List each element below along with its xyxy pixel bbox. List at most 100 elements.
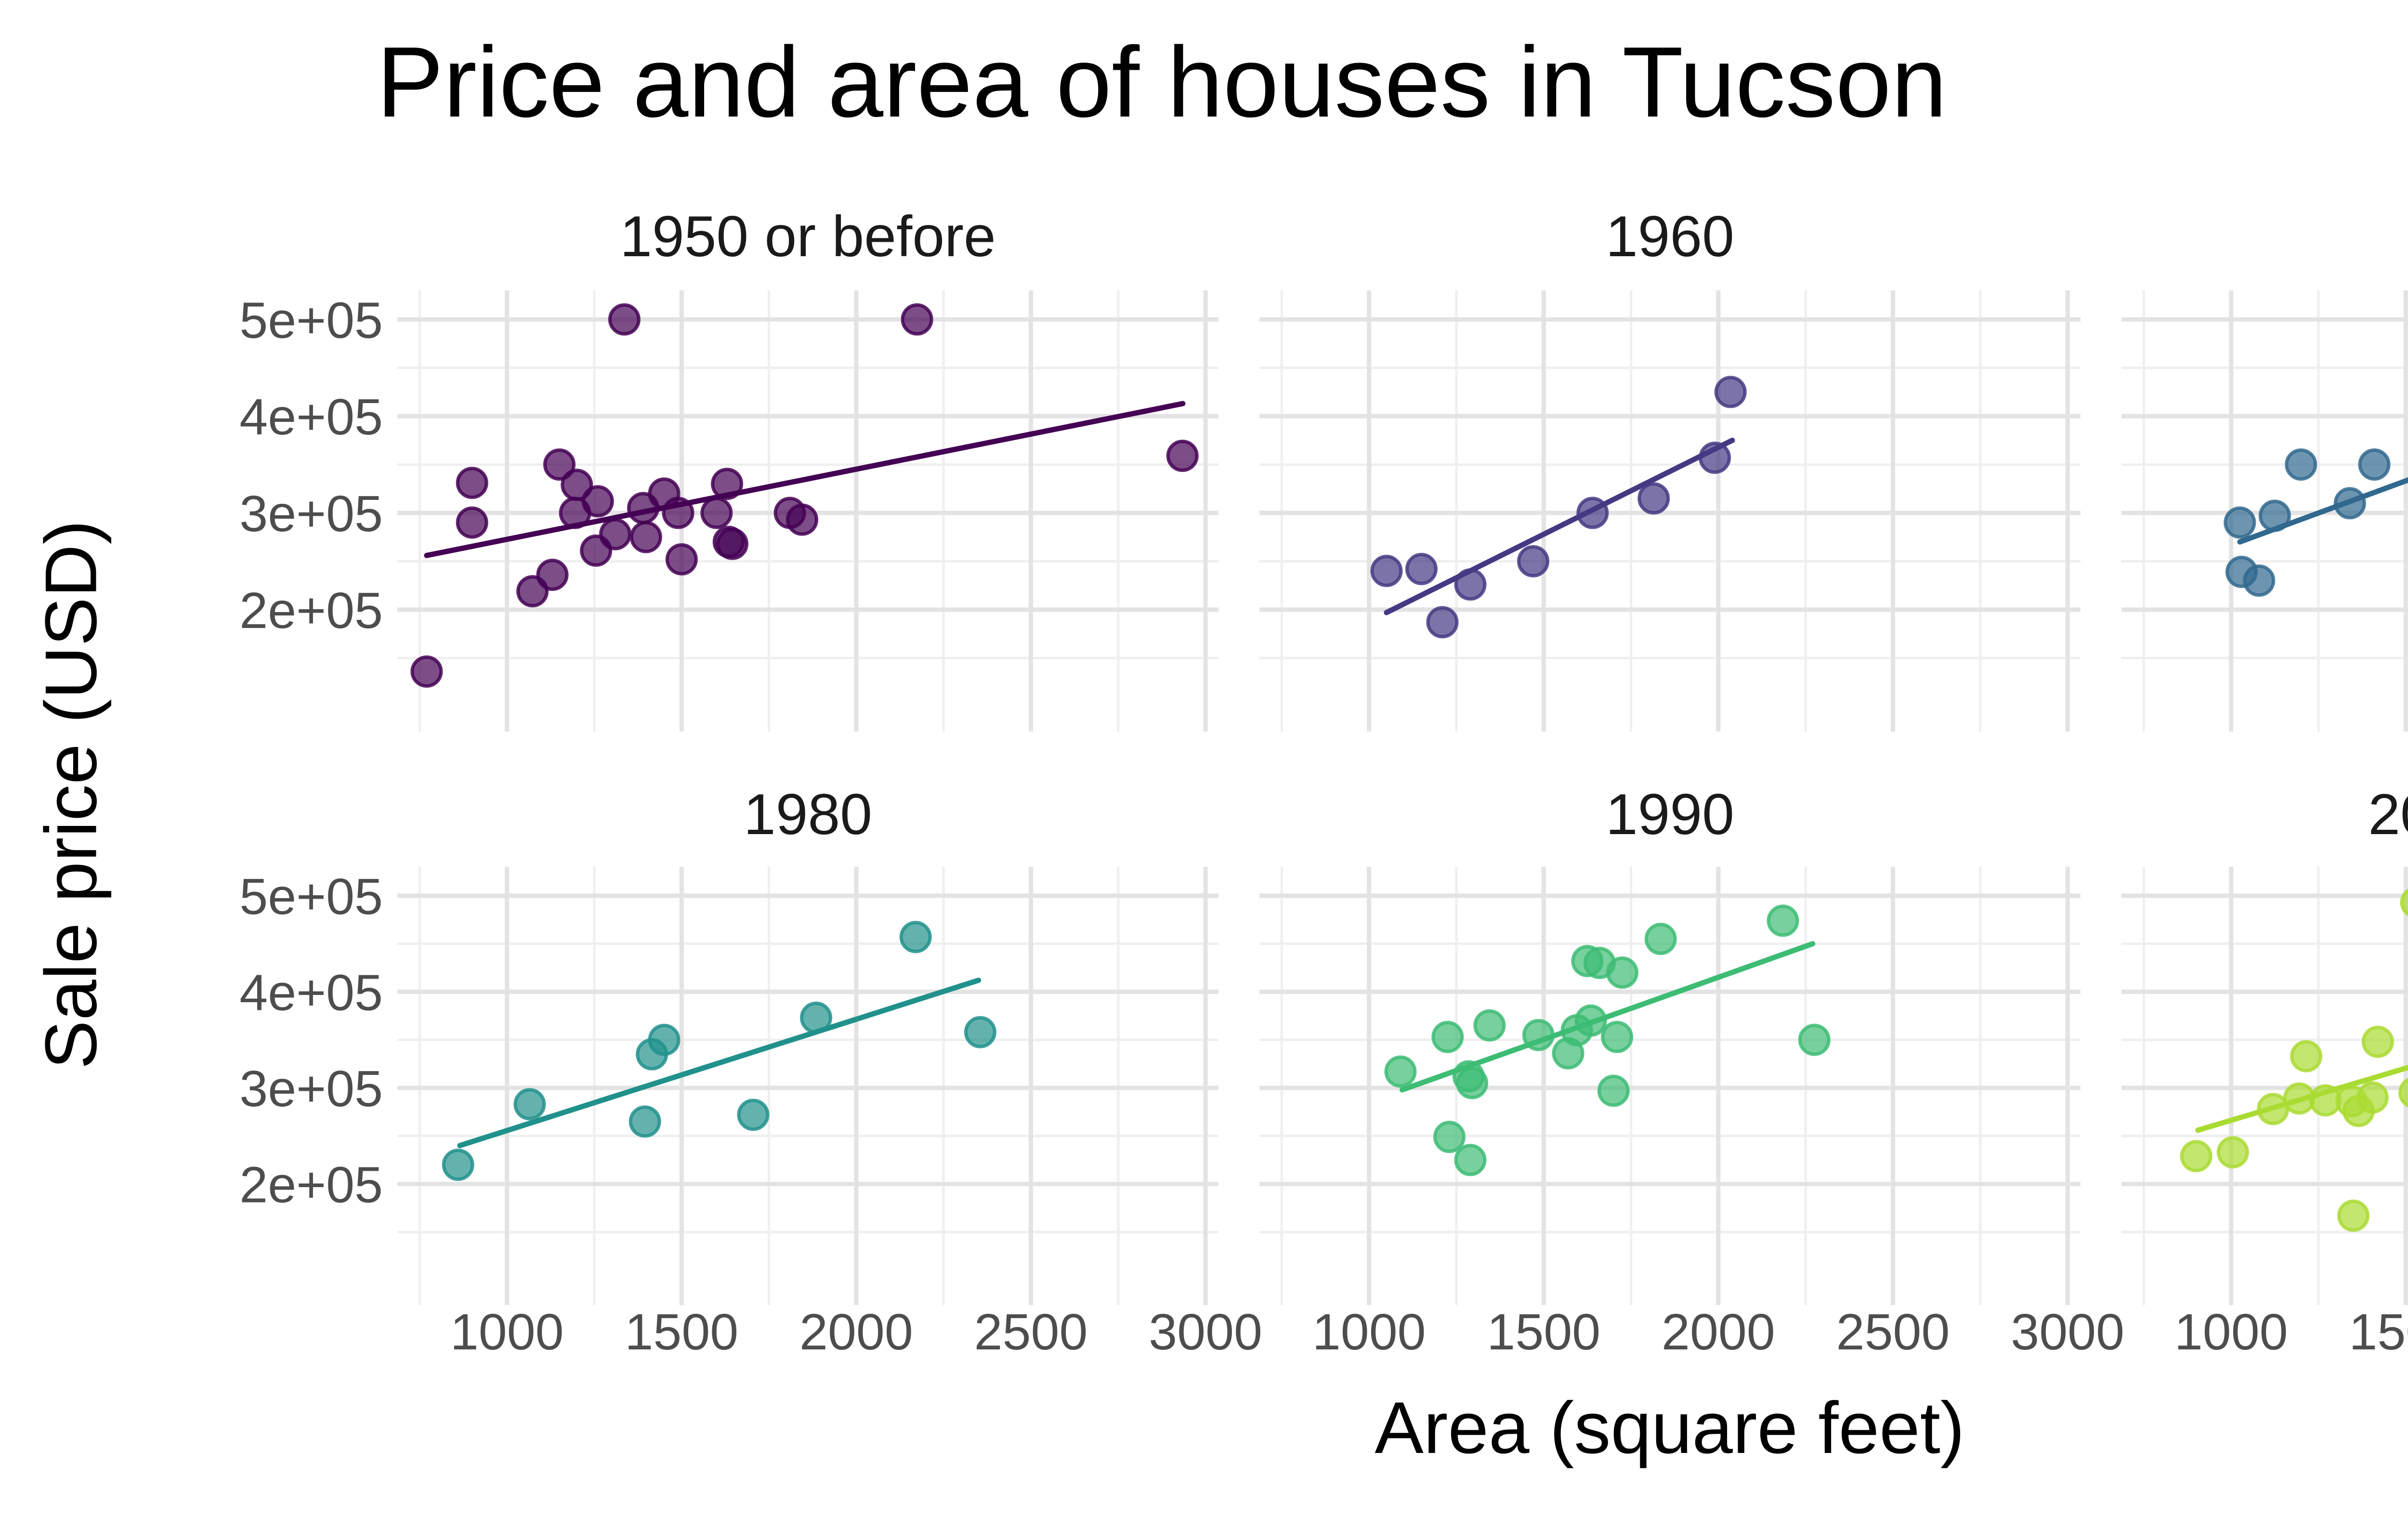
trend-line	[424, 401, 1186, 558]
data-point	[2216, 1136, 2249, 1169]
data-point	[2258, 499, 2291, 532]
data-point	[516, 575, 549, 608]
data-point	[1767, 904, 1799, 937]
data-point	[1637, 482, 1670, 515]
trend-line	[457, 977, 982, 1149]
data-point	[456, 467, 488, 499]
facet-panel: 1990	[1259, 782, 2081, 1305]
data-point	[2290, 1040, 2323, 1072]
data-point	[901, 303, 933, 336]
y-tick-label: 3e+05	[239, 485, 383, 542]
y-tick-label: 2e+05	[239, 582, 383, 639]
data-point	[711, 468, 744, 500]
x-tick-label: 2000	[799, 1304, 913, 1360]
data-point	[1714, 376, 1747, 408]
data-point	[2285, 448, 2317, 481]
data-point	[1699, 442, 1731, 474]
data-point	[628, 1105, 661, 1138]
data-point	[1601, 1020, 1634, 1053]
page-title: Price and area of houses in Tucson	[377, 26, 1947, 138]
facet-panel: 1960	[1259, 204, 2081, 732]
data-point	[543, 448, 576, 481]
facet-strip-label: 1950 or before	[620, 204, 996, 269]
data-point	[1522, 1019, 1555, 1051]
data-point	[2361, 1025, 2394, 1058]
data-point	[1405, 553, 1438, 586]
data-point	[608, 303, 641, 336]
facet-panel: 1950 or before	[397, 204, 1218, 732]
facet-strip-label: 2000 or after	[2368, 782, 2408, 847]
data-point	[2224, 506, 2256, 539]
x-tick-label: 1000	[450, 1304, 564, 1360]
data-point	[513, 1088, 546, 1121]
data-point	[2180, 1140, 2212, 1173]
x-tick-label: 1500	[2349, 1304, 2408, 1360]
data-point	[1454, 1144, 1487, 1177]
data-point	[662, 497, 694, 529]
y-axis-title: Sale price (USD)	[30, 520, 112, 1070]
data-point	[1576, 497, 1609, 529]
data-point	[456, 506, 488, 539]
data-point	[1431, 1020, 1464, 1053]
data-point	[1384, 1055, 1417, 1088]
data-point	[581, 485, 614, 518]
data-point	[700, 497, 733, 529]
facet-strip-label: 1990	[1606, 782, 1734, 847]
x-tick-label: 3000	[2011, 1304, 2124, 1360]
data-point	[1454, 568, 1487, 601]
data-point	[1473, 1009, 1506, 1042]
y-tick-label: 3e+05	[239, 1060, 383, 1117]
data-point	[2337, 1199, 2370, 1232]
data-point	[580, 534, 613, 567]
x-tick-label: 3000	[1149, 1304, 1262, 1360]
x-axis-title: Area (square feet)	[1374, 1387, 1965, 1469]
data-point	[1606, 956, 1639, 989]
x-tick-label: 1000	[1312, 1304, 1426, 1360]
data-point	[442, 1149, 474, 1181]
data-point	[1370, 555, 1403, 588]
data-point	[665, 543, 698, 575]
y-tick-label: 5e+05	[239, 292, 383, 349]
data-point	[1597, 1074, 1630, 1107]
data-point	[1644, 923, 1677, 955]
data-point	[2283, 1082, 2316, 1115]
y-tick-label: 2e+05	[239, 1157, 383, 1214]
data-point	[2243, 564, 2276, 597]
data-point	[1798, 1023, 1831, 1056]
x-tick-label: 1500	[1487, 1304, 1600, 1360]
data-point	[2333, 487, 2366, 520]
y-tick-label: 4e+05	[239, 389, 383, 445]
x-tick-label: 2500	[974, 1304, 1088, 1360]
data-point	[1456, 1067, 1489, 1099]
trend-line	[1384, 437, 1735, 615]
y-tick-label: 5e+05	[239, 868, 383, 925]
trend-line	[2237, 477, 2408, 545]
data-point	[899, 921, 932, 954]
data-point	[1574, 1004, 1607, 1037]
data-point	[1433, 1121, 1466, 1153]
data-point	[2356, 1081, 2389, 1114]
data-point	[2400, 889, 2408, 916]
data-point	[716, 527, 748, 560]
data-point	[800, 1001, 833, 1034]
x-tick-label: 2000	[1662, 1304, 1775, 1360]
y-tick-label: 4e+05	[239, 964, 383, 1021]
data-point	[786, 503, 819, 536]
facet-panel: 1980	[397, 782, 1218, 1305]
x-tick-label: 1500	[625, 1304, 738, 1360]
data-point	[410, 655, 443, 688]
facet-panel: 1970	[2121, 290, 2408, 732]
x-tick-label: 2500	[1836, 1304, 1950, 1360]
data-point	[629, 521, 662, 553]
facet-strip-label: 1980	[744, 782, 872, 847]
data-point	[1517, 545, 1550, 577]
facet-panel: 2000 or after	[2121, 782, 2408, 1305]
data-point	[737, 1099, 770, 1131]
x-tick-label: 1000	[2174, 1304, 2288, 1360]
facet-strip-label: 1960	[1606, 204, 1734, 269]
data-point	[2398, 1078, 2408, 1108]
data-point	[1166, 440, 1199, 472]
data-point	[964, 1016, 996, 1048]
